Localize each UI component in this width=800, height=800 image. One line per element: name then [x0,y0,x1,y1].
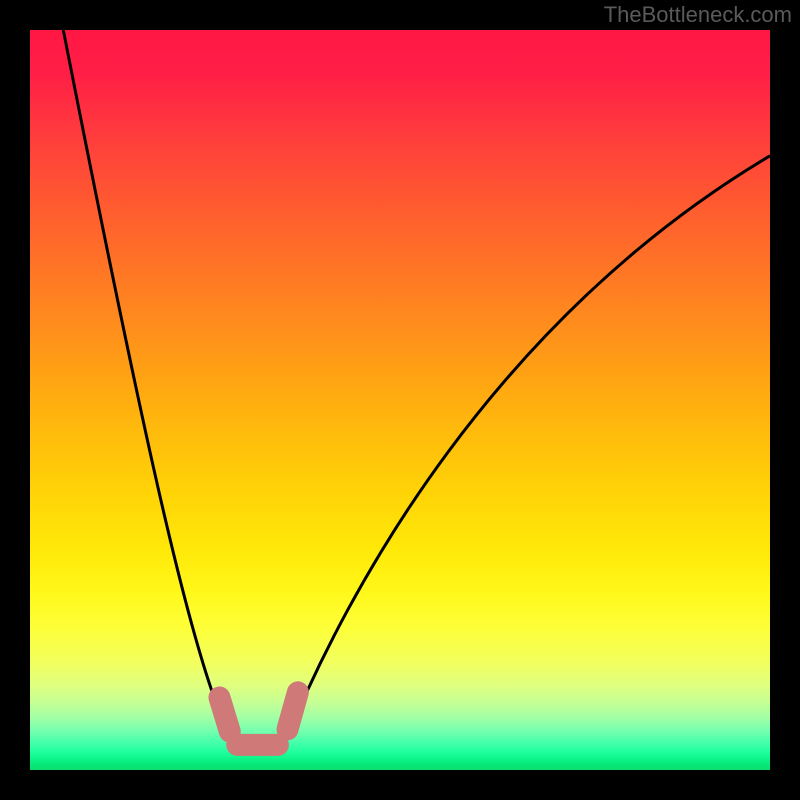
watermark-text: TheBottleneck.com [604,2,792,28]
sweet-spot-marker-2 [288,692,298,729]
bottleneck-curve-chart [0,0,800,800]
sweet-spot-marker-0 [219,697,229,731]
chart-plot-background [30,30,770,770]
